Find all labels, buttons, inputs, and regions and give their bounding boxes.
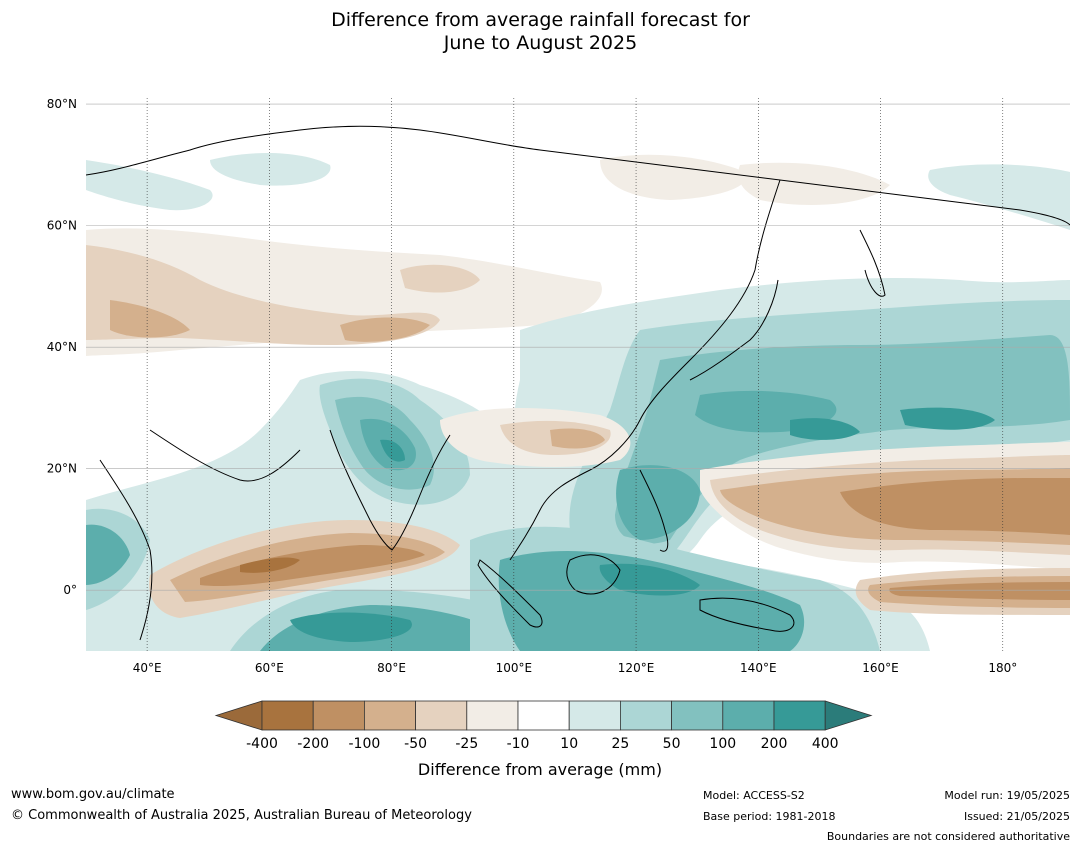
shade-brown-darkest-eq-indian: [240, 557, 300, 573]
colorbar-tick-label: 200: [761, 736, 788, 752]
colorbar-swatch: [415, 700, 468, 731]
colorbar: -400 -200 -100 -50 -25 -10 10 25 50 100 200 400: [214, 700, 873, 752]
longitude-tick-label: 160°E: [862, 661, 899, 675]
disclaimer-text: Boundaries are not considered authoritat…: [826, 830, 1070, 843]
longitude-tick-label: 140°E: [740, 661, 777, 675]
colorbar-title: Difference from average (mm): [418, 760, 662, 779]
latitude-tick-label: 60°N: [47, 219, 77, 233]
coastline-east-asia: [509, 179, 781, 561]
latitude-tick-label: 40°N: [47, 340, 77, 354]
coastline-philippines: [639, 469, 669, 552]
shade-brown-dark-eq-pacific: [889, 582, 1070, 600]
shade-blue-darkest-pacific: [790, 418, 860, 440]
shade-brown-dark-eq-indian: [200, 545, 425, 587]
map-title: Difference from average rainfall forecas…: [0, 9, 1081, 55]
coastline-sumatra: [477, 559, 543, 628]
shade-blue-darkest-bay: [380, 439, 405, 462]
shade-brown-light-mongolia: [400, 264, 480, 293]
shade-blue-dark-eastafrica: [86, 524, 130, 585]
colorbar-tick-label: -10: [507, 736, 530, 752]
colorbar-tick-label: -200: [297, 736, 329, 752]
colorbar-tick-label: 100: [709, 736, 736, 752]
longitude-tick-label: 80°E: [377, 661, 406, 675]
colorbar-swatch: [722, 700, 775, 731]
colorbar-swatch: [568, 700, 621, 731]
colorbar-swatch: [466, 700, 519, 731]
shade-blue-light-arctic-west: [86, 160, 213, 211]
shade-brown-mid-caspian: [110, 300, 190, 338]
model-run-label: Model run: 19/05/2025: [944, 789, 1070, 802]
latitude-ticks: 80°N 60°N 40°N 20°N 0°: [47, 97, 77, 597]
graticule: [86, 98, 1070, 651]
website-link[interactable]: www.bom.gov.au/climate: [11, 787, 175, 802]
coastline-arctic-europe: [86, 125, 1070, 226]
coastline-arabia: [149, 429, 301, 482]
shade-blue-darkest-maritime: [599, 563, 700, 596]
colorbar-tick-label: 25: [611, 736, 629, 752]
colorbar-swatch: [261, 700, 314, 731]
colorbar-tick-label: -25: [455, 736, 478, 752]
longitude-ticks: 40°E 60°E 80°E 100°E 120°E 140°E 160°E 180°: [133, 661, 1018, 675]
shade-brown-dark-npacific: [840, 478, 1070, 535]
shade-blue-dark-maritime: [498, 550, 805, 651]
shade-blue-light-northeast: [928, 164, 1070, 230]
shade-brown-mid-southchina: [550, 428, 605, 449]
colorbar-tick-label: 400: [812, 736, 839, 752]
title-line-1: Difference from average rainfall forecas…: [331, 9, 750, 31]
shade-blue-darkest-southindian: [290, 612, 412, 642]
longitude-tick-label: 180°: [988, 661, 1017, 675]
shade-blue-dark-westpacific: [615, 335, 1070, 544]
colorbar-tick-label: -100: [349, 736, 381, 752]
colorbar-swatch: [773, 700, 826, 731]
longitude-tick-label: 120°E: [618, 661, 655, 675]
coastline-newguinea: [699, 597, 795, 632]
model-label: Model: ACCESS-S2: [703, 789, 805, 802]
colorbar-swatch: [363, 700, 416, 731]
colorbar-tick-label: -400: [246, 736, 278, 752]
shade-blue-darker-philippine: [616, 465, 700, 540]
coastlines: [86, 125, 1070, 641]
colorbar-tick-label: 50: [663, 736, 681, 752]
coastline-india: [329, 429, 451, 551]
latitude-tick-label: 0°: [63, 583, 77, 597]
colorbar-swatch: [671, 700, 724, 731]
shade-blue-darkest-japan: [900, 407, 995, 430]
longitude-tick-label: 40°E: [133, 661, 162, 675]
copyright-text: © Commonwealth of Australia 2025, Austra…: [11, 808, 472, 823]
coastline-kamchatka: [859, 229, 886, 297]
latitude-tick-label: 80°N: [47, 97, 77, 111]
issued-label: Issued: 21/05/2025: [963, 810, 1070, 823]
longitude-tick-label: 60°E: [255, 661, 284, 675]
rainfall-shading: [86, 153, 1070, 651]
colorbar-swatch: [517, 700, 570, 731]
shade-blue-light-siberia: [210, 153, 331, 186]
colorbar-tick-label: -50: [404, 736, 427, 752]
colorbar-swatch: [620, 700, 673, 731]
colorbar-swatch: [312, 700, 365, 731]
longitude-tick-label: 100°E: [496, 661, 533, 675]
coastline-japan: [689, 279, 779, 381]
coastline-africa-east: [99, 459, 153, 641]
colorbar-extend-high: [824, 700, 873, 731]
shade-brown-mid-tibet: [340, 317, 430, 342]
title-line-2: June to August 2025: [443, 32, 638, 54]
base-period-label: Base period: 1981-2018: [703, 810, 836, 823]
colorbar-extend-low: [214, 700, 263, 731]
latitude-tick-label: 20°N: [47, 462, 77, 476]
coastline-borneo: [566, 554, 621, 595]
colorbar-tick-label: 10: [560, 736, 578, 752]
